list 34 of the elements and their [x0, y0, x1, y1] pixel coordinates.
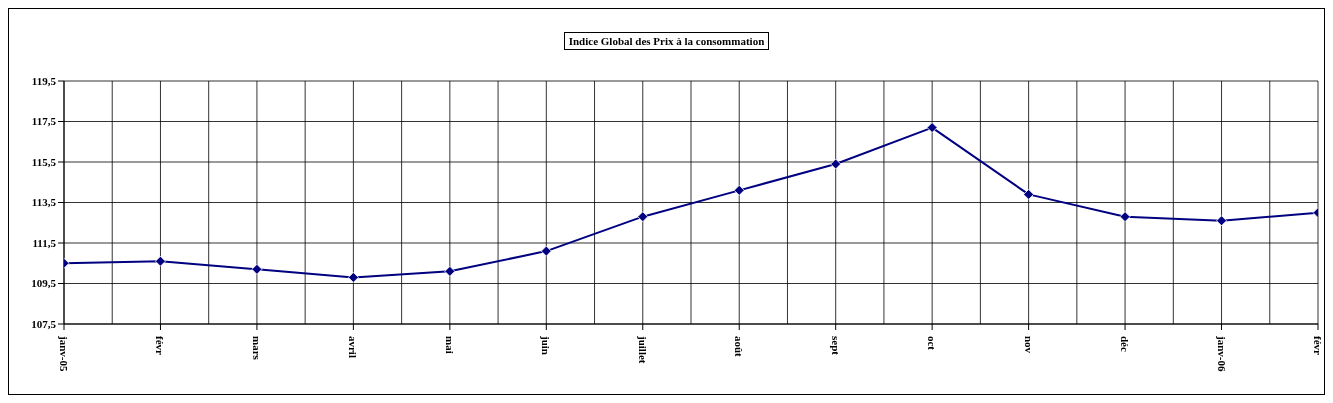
- point: [251, 263, 263, 275]
- x-tick-label: avril: [347, 336, 360, 358]
- x-tick-label: févr: [154, 336, 167, 356]
- y-tick-label: 111,5: [32, 236, 57, 249]
- x-tick-label: janv-05: [58, 335, 70, 372]
- point: [1216, 215, 1227, 227]
- x-tick-label: sept: [829, 336, 842, 356]
- y-tick-label: 119,5: [31, 74, 57, 87]
- x-tick-label: nov: [1022, 336, 1035, 354]
- y-tick-label: 109,5: [31, 277, 57, 290]
- x-tick-label: mars: [250, 336, 263, 361]
- chart-title: Indice Global des Prix à la consommation: [563, 32, 770, 50]
- y-tick-label: 115,5: [31, 155, 57, 168]
- x-tick-label: juin: [540, 335, 553, 355]
- point: [444, 265, 456, 277]
- point: [1119, 211, 1131, 223]
- x-tick-label: janv-06: [1215, 335, 1228, 372]
- y-tick-label: 113,5: [31, 196, 57, 209]
- point: [830, 158, 842, 170]
- point: [637, 211, 649, 223]
- point: [155, 255, 166, 267]
- point: [540, 245, 552, 257]
- x-tick-label: déc: [1119, 336, 1132, 352]
- x-tick-label: mai: [443, 336, 456, 354]
- x-tick-label: juillet: [636, 335, 649, 364]
- point: [733, 184, 745, 196]
- point: [1023, 189, 1035, 200]
- y-tick-label: 117,5: [31, 115, 57, 128]
- x-tick-label: oct: [926, 336, 939, 351]
- y-tick-label: 107,5: [31, 317, 57, 330]
- x-tick-label: août: [733, 336, 746, 358]
- x-tick-label: févr: [1312, 336, 1324, 356]
- point: [926, 122, 938, 133]
- point: [347, 272, 359, 283]
